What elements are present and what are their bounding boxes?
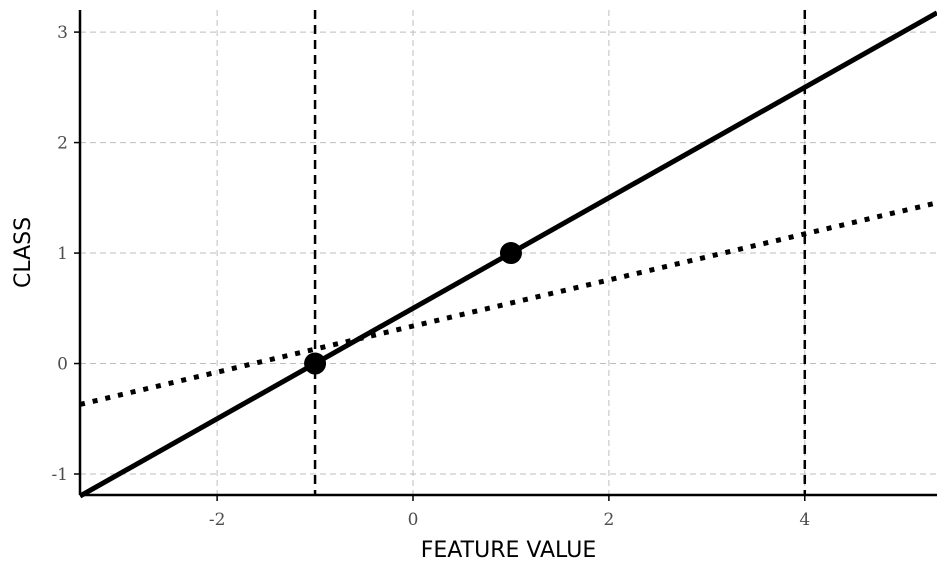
x-tick-label: 4 [799, 510, 810, 530]
y-axis-ticks: -1 0 1 2 3 [51, 23, 80, 485]
data-points [304, 242, 522, 375]
x-axis-title: FEATURE VALUE [421, 538, 596, 561]
y-tick-label: 3 [57, 23, 68, 43]
x-tick-label: -2 [209, 510, 226, 530]
dotted-series-line [79, 200, 937, 407]
x-axis-ticks: -2 0 2 4 [209, 495, 810, 530]
y-tick-label: -1 [51, 465, 68, 485]
x-tick-label: 0 [408, 510, 419, 530]
x-tick-label: 2 [603, 510, 614, 530]
y-tick-label: 1 [57, 244, 68, 264]
y-tick-label: 0 [57, 355, 68, 375]
data-point [499, 242, 522, 265]
data-point [304, 352, 327, 375]
y-axis-title: CLASS [11, 217, 36, 288]
y-tick-label: 2 [57, 134, 68, 154]
grid-lines [80, 10, 937, 495]
vertical-reference-lines [313, 10, 807, 495]
